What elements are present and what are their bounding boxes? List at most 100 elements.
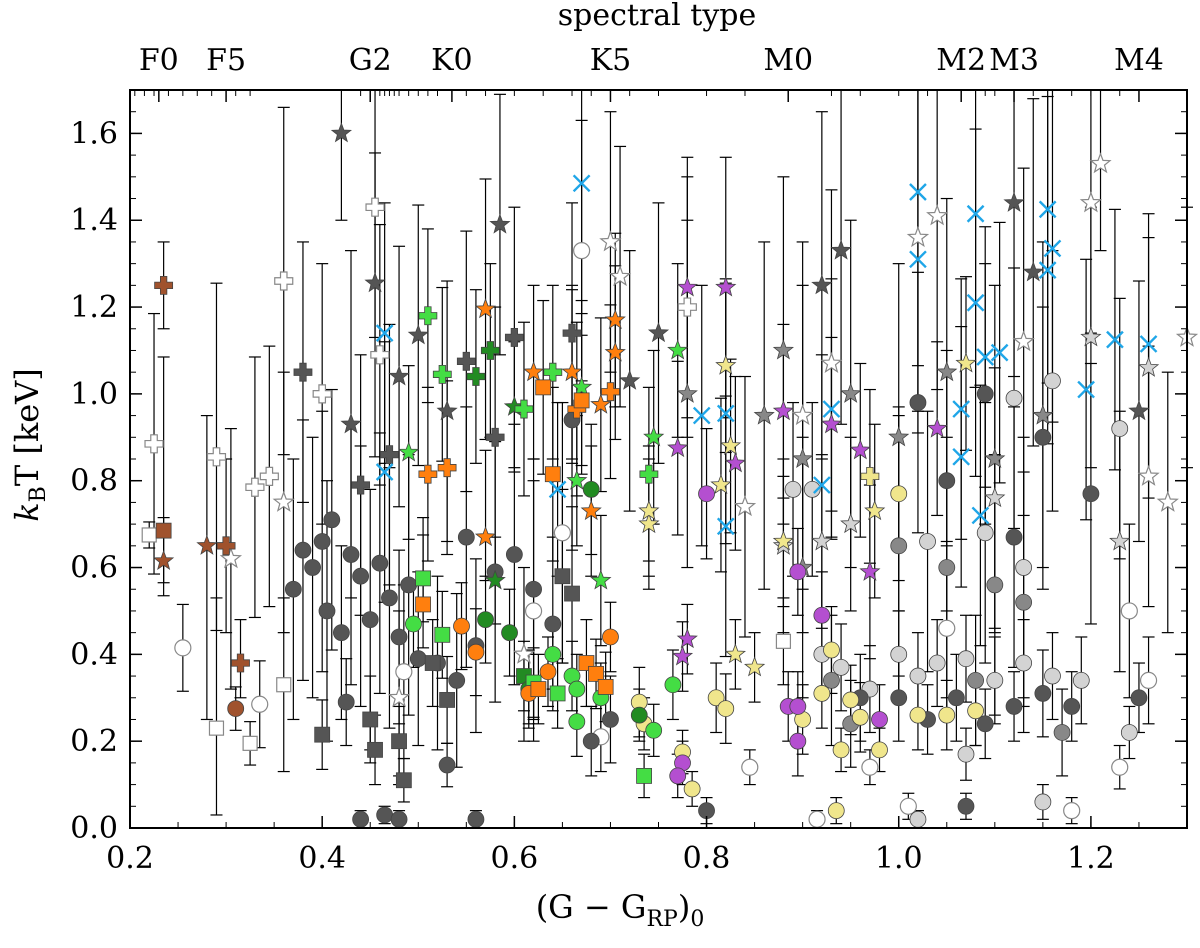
data-point-open-star bbox=[219, 547, 243, 569]
y-tick-label: 0.4 bbox=[70, 637, 118, 672]
data-point-star bbox=[153, 549, 175, 571]
data-point-circle bbox=[890, 485, 908, 503]
data-point-cross bbox=[966, 204, 985, 223]
x-axis-title-main: (G − G bbox=[536, 888, 647, 926]
data-point-circle bbox=[967, 672, 984, 689]
data-point-circle bbox=[813, 685, 831, 702]
data-point-circle bbox=[789, 698, 807, 715]
data-point-circle bbox=[1072, 672, 1090, 689]
x-tick-label: 1.0 bbox=[875, 841, 923, 876]
data-point-circle bbox=[789, 563, 807, 581]
data-point-cross bbox=[1077, 380, 1095, 399]
y-tick-label: 1.0 bbox=[70, 377, 118, 412]
data-point-circle bbox=[986, 672, 1004, 689]
data-point-star bbox=[388, 365, 410, 386]
data-point-star bbox=[196, 534, 218, 555]
data-point-circle bbox=[602, 628, 619, 646]
data-point-open-square bbox=[208, 720, 225, 736]
x-tick-label: 0.2 bbox=[106, 841, 154, 876]
data-point-circle bbox=[457, 528, 475, 546]
data-point-open-circle bbox=[251, 695, 269, 713]
data-point-circle bbox=[957, 650, 975, 668]
data-point-circle bbox=[352, 567, 370, 585]
data-point-cross bbox=[1043, 239, 1062, 258]
data-point-square bbox=[564, 585, 580, 602]
data-point-open-circle bbox=[861, 758, 879, 776]
data-point-star bbox=[676, 276, 698, 297]
data-point-star bbox=[590, 569, 612, 590]
data-point-circle bbox=[602, 711, 619, 728]
data-point-circle bbox=[909, 706, 927, 724]
y-tick-label: 0.0 bbox=[70, 811, 118, 846]
data-point-square bbox=[395, 772, 412, 789]
data-point-circle bbox=[1063, 698, 1081, 715]
data-point-star bbox=[715, 276, 737, 297]
data-point-plus bbox=[432, 364, 452, 384]
data-point-star bbox=[840, 512, 862, 534]
data-point-circle bbox=[1005, 389, 1023, 407]
y-tick-label: 1.2 bbox=[70, 290, 118, 325]
data-point-square bbox=[155, 522, 172, 539]
data-point-plus bbox=[466, 367, 486, 386]
data-point-cross bbox=[952, 447, 971, 466]
data-point-circle bbox=[938, 472, 956, 490]
spectral-type-label: F0 bbox=[139, 43, 179, 78]
data-point-circle bbox=[501, 624, 518, 642]
data-point-circle bbox=[318, 602, 336, 620]
data-point-open-star bbox=[599, 230, 622, 252]
data-point-star bbox=[792, 447, 814, 469]
data-point-square bbox=[415, 596, 431, 613]
data-point-star bbox=[926, 417, 948, 438]
data-point-open-star bbox=[387, 686, 411, 708]
data-point-open-circle bbox=[1139, 671, 1158, 690]
data-point-open-square bbox=[141, 527, 157, 543]
data-point-circle bbox=[544, 645, 562, 663]
data-point-cross bbox=[990, 343, 1009, 362]
data-point-star bbox=[811, 530, 833, 551]
data-point-circle bbox=[967, 702, 984, 720]
data-point-circle bbox=[582, 732, 600, 750]
data-point-circle bbox=[871, 741, 888, 759]
data-point-circle bbox=[304, 559, 321, 576]
y-tick-label: 1.4 bbox=[70, 203, 118, 238]
data-point-circle bbox=[1044, 372, 1061, 390]
data-point-star bbox=[523, 361, 545, 382]
data-point-circle bbox=[645, 721, 663, 739]
data-point-circle bbox=[1005, 698, 1023, 715]
data-point-circle bbox=[890, 645, 908, 663]
data-point-star bbox=[604, 308, 626, 330]
data-point-plus bbox=[437, 458, 457, 478]
x-axis-title-sub: RP bbox=[646, 907, 678, 932]
data-point-open-circle bbox=[395, 663, 413, 681]
data-point-plus bbox=[418, 464, 438, 484]
data-point-star bbox=[724, 643, 746, 664]
data-point-plus bbox=[293, 362, 313, 382]
data-point-open-star bbox=[1156, 490, 1179, 512]
data-point-circle bbox=[1120, 724, 1138, 741]
x-tick-label: 0.6 bbox=[491, 841, 539, 876]
data-point-open-plus bbox=[245, 477, 265, 497]
data-point-open-star bbox=[1137, 464, 1160, 486]
data-point-circle bbox=[909, 667, 927, 685]
data-point-cross bbox=[1106, 330, 1124, 349]
data-point-circle bbox=[909, 810, 927, 828]
data-point-square bbox=[367, 741, 383, 758]
data-point-star bbox=[643, 426, 665, 447]
data-point-circle bbox=[832, 658, 850, 676]
data-point-circle bbox=[1034, 428, 1052, 446]
data-point-star bbox=[772, 339, 794, 360]
data-point-open-square bbox=[775, 633, 792, 649]
data-point-square bbox=[530, 681, 547, 697]
data-point-circle bbox=[938, 706, 956, 724]
data-point-circle bbox=[890, 689, 908, 707]
data-point-square bbox=[554, 568, 571, 585]
data-point-star bbox=[820, 413, 843, 434]
spectral-type-label: K0 bbox=[431, 43, 473, 78]
data-point-star bbox=[1003, 191, 1025, 212]
data-point-star bbox=[647, 321, 670, 343]
data-point-circle bbox=[227, 700, 245, 718]
data-point-open-square bbox=[242, 735, 258, 751]
data-point-star bbox=[484, 569, 506, 590]
data-point-cross bbox=[375, 324, 394, 342]
